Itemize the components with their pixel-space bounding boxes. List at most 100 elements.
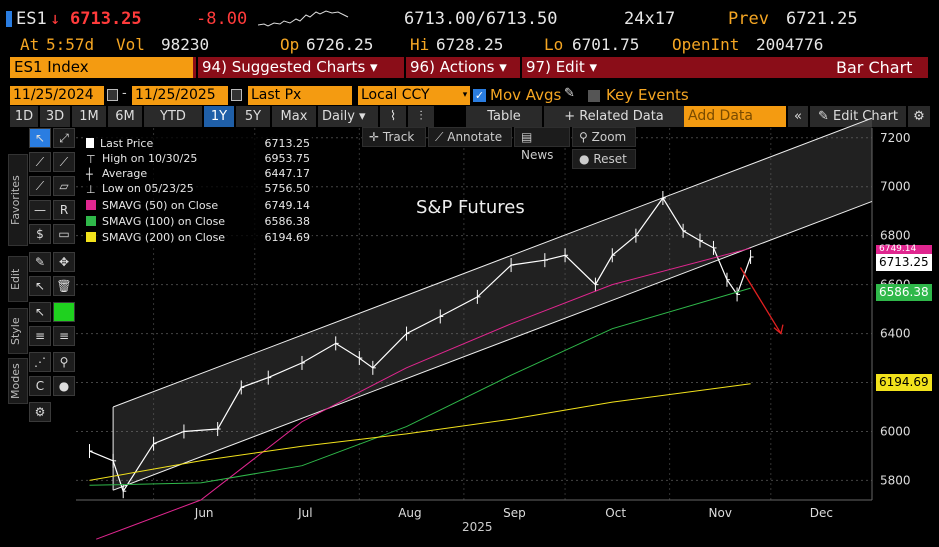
- cursor-icon[interactable]: ⤢: [53, 128, 75, 148]
- crosshair-mode-icon[interactable]: C: [29, 376, 51, 396]
- calendar-icon[interactable]: [231, 89, 242, 101]
- reset-icon: ●: [579, 152, 590, 166]
- period-toolbar: 1D 3D 1M 6M YTD 1Y 5Y Max Daily ▾ ⌇ ⫶ Ta…: [10, 106, 930, 127]
- legend-smavg-100[interactable]: SMAVG (100) on Close 6586.38: [86, 214, 316, 229]
- legend-last-price[interactable]: Last Price 6713.25: [86, 136, 316, 151]
- table-button[interactable]: Table: [466, 106, 542, 127]
- ray-icon[interactable]: ⟋: [53, 152, 75, 172]
- currency-select[interactable]: Local CCY: [358, 86, 460, 105]
- smavg-100-line: [89, 287, 751, 486]
- smavg-100-tag: 6586.38: [876, 284, 932, 301]
- open-interest-value: 2004776: [756, 35, 824, 54]
- actions-menu[interactable]: 96) Actions ▾: [404, 57, 520, 78]
- key-events-checkbox[interactable]: [588, 90, 600, 102]
- end-date-field[interactable]: 11/25/2025: [132, 86, 228, 105]
- gear-icon[interactable]: ⚙: [908, 106, 930, 127]
- segment-icon[interactable]: ⟋: [29, 176, 51, 196]
- legend-swatch: [86, 216, 96, 226]
- edit-chart-label: Edit Chart: [833, 109, 899, 124]
- edit-menu[interactable]: 97) Edit ▾: [520, 57, 602, 78]
- period-max[interactable]: Max: [272, 106, 316, 127]
- vol-label: Vol: [116, 35, 145, 54]
- rectangle-icon[interactable]: ▭: [53, 224, 75, 244]
- channel-icon[interactable]: ▱: [53, 176, 75, 196]
- line-dash-icon[interactable]: ≡: [53, 326, 75, 346]
- high-marker-icon: ⊤: [86, 153, 96, 166]
- line-weight-icon[interactable]: ≡: [29, 326, 51, 346]
- add-data-input[interactable]: Add Data: [684, 106, 786, 127]
- legend: Last Price 6713.25 ⊤ High on 10/30/25 6953.…: [86, 136, 312, 248]
- period-5y[interactable]: 5Y: [236, 106, 270, 127]
- mov-avgs-checkbox[interactable]: ✓: [473, 89, 486, 102]
- arrow-icon[interactable]: ↖: [29, 302, 51, 322]
- down-arrow-icon: ↓: [50, 9, 61, 29]
- pencil-icon: ⟋: [435, 130, 444, 144]
- select-icon[interactable]: ↖: [29, 276, 51, 296]
- legend-smavg-200[interactable]: SMAVG (200) on Close 6194.69: [86, 230, 316, 245]
- frequency-label: Daily: [322, 109, 355, 124]
- trash-icon[interactable]: 🗑: [53, 276, 75, 296]
- frequency-select[interactable]: Daily ▾: [318, 106, 378, 127]
- period-6m[interactable]: 6M: [108, 106, 142, 127]
- suggested-charts-label: 94) Suggested Charts: [202, 58, 366, 76]
- x-tick-label: Oct: [605, 506, 626, 520]
- pointer-icon[interactable]: ↖: [29, 128, 51, 148]
- period-1y[interactable]: 1Y: [204, 106, 234, 127]
- suggested-charts-menu[interactable]: 94) Suggested Charts ▾: [196, 57, 404, 78]
- start-date-field[interactable]: 11/25/2024: [10, 86, 104, 105]
- retracement-icon[interactable]: R: [53, 200, 75, 220]
- color-swatch-icon[interactable]: [53, 302, 75, 322]
- prev-label: Prev: [728, 9, 769, 29]
- low-value: 6701.75: [572, 35, 640, 54]
- price-change: -8.00: [196, 9, 248, 29]
- draw-mode-icon[interactable]: ⋰: [29, 352, 51, 372]
- price-line-icon[interactable]: $: [29, 224, 51, 244]
- smavg-200-tag: 6194.69: [876, 374, 932, 391]
- related-data-button[interactable]: + Related Data: [544, 106, 684, 127]
- dropdown-arrow-icon: ▾: [589, 58, 598, 76]
- reset-button[interactable]: ● Reset: [572, 149, 636, 169]
- calendar-icon[interactable]: [107, 89, 118, 101]
- open-label: Op: [280, 35, 300, 54]
- bar-style-icon[interactable]: ⫶: [408, 106, 434, 127]
- period-1d[interactable]: 1D: [10, 106, 38, 127]
- price-field-select[interactable]: Last Px: [248, 86, 352, 105]
- period-ytd[interactable]: YTD: [144, 106, 202, 127]
- smavg-50-line: [96, 247, 751, 540]
- period-1m[interactable]: 1M: [72, 106, 106, 127]
- chart-title: S&P Futures: [416, 197, 525, 218]
- trendline-icon[interactable]: ⟋: [29, 152, 51, 172]
- reset-label: Reset: [593, 152, 627, 166]
- settings-gear-icon[interactable]: ⚙: [29, 402, 51, 422]
- horizontal-line-icon[interactable]: —: [29, 200, 51, 220]
- zoom-button[interactable]: ⚲ Zoom: [572, 127, 636, 147]
- collapse-icon[interactable]: «: [788, 106, 808, 127]
- projection-arrow-head: [773, 324, 784, 335]
- zoom-label: Zoom: [591, 130, 627, 144]
- legend-smavg-50[interactable]: SMAVG (50) on Close 6749.14: [86, 198, 316, 213]
- grid-lines: [76, 128, 872, 500]
- actions-label: 96) Actions: [410, 58, 495, 76]
- annotate-button[interactable]: ⟋ Annotate: [428, 127, 512, 147]
- period-3d[interactable]: 3D: [40, 106, 70, 127]
- vol-value: 98230: [161, 35, 210, 54]
- move-icon[interactable]: ✥: [53, 252, 75, 272]
- brush-icon[interactable]: ✎: [29, 252, 51, 272]
- legend-value: 6447.17: [264, 167, 311, 180]
- magnet-icon[interactable]: ⚲: [53, 352, 75, 372]
- crosshair-icon: ✛: [369, 130, 380, 144]
- dropdown-arrow-icon: ▾: [370, 58, 378, 76]
- at-label: At: [20, 35, 40, 54]
- edit-chart-button[interactable]: ✎ Edit Chart: [810, 106, 906, 127]
- news-button[interactable]: ▤ News: [514, 127, 570, 162]
- dropdown-arrow-icon: ▾: [359, 109, 366, 124]
- track-button[interactable]: ✛ Track: [362, 127, 426, 147]
- security-field[interactable]: ES1 Index: [10, 57, 193, 78]
- color-mode-icon[interactable]: ●: [53, 376, 75, 396]
- line-style-icon[interactable]: ⌇: [380, 106, 406, 127]
- x-tick-label: Nov: [709, 506, 732, 520]
- pencil-icon[interactable]: ✎: [564, 86, 575, 101]
- dropdown-arrow-icon[interactable]: ▾: [460, 86, 470, 105]
- last-price-tag: 6713.25: [876, 254, 932, 271]
